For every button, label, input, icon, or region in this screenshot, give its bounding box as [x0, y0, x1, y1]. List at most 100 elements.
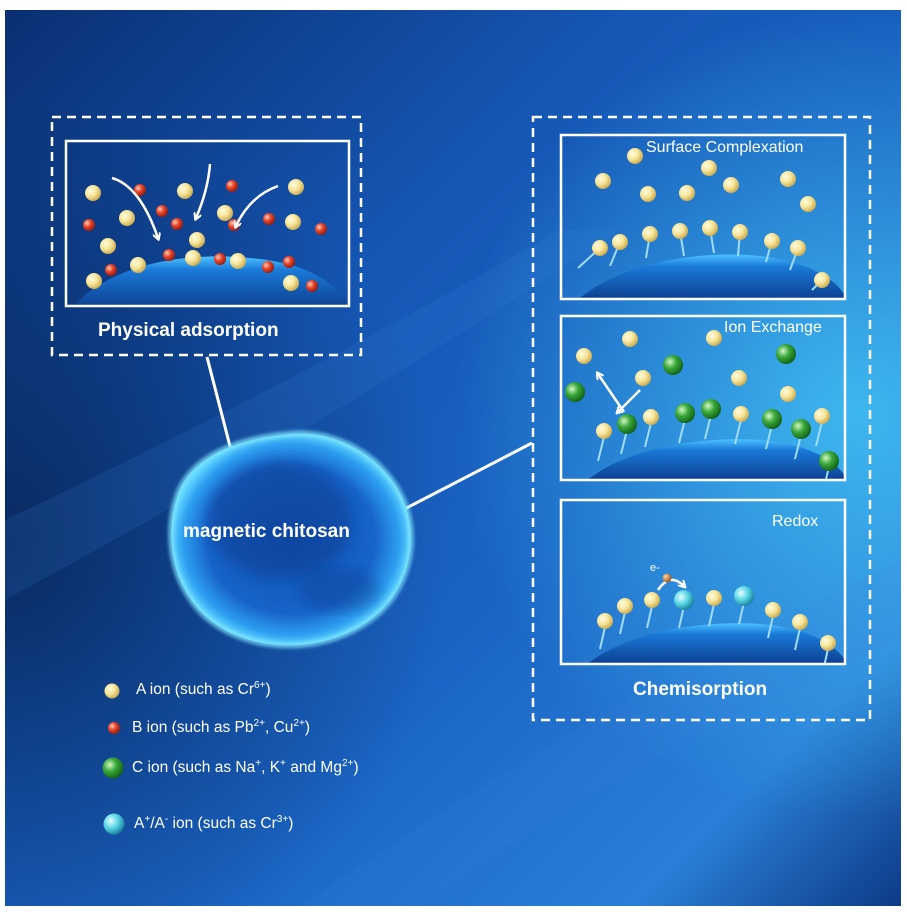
a-ion [596, 423, 612, 439]
a-ion [642, 226, 658, 242]
adsorption-arrow [236, 184, 279, 226]
exchange-arrow-in [618, 389, 641, 412]
a-ion [706, 330, 722, 346]
physical-adsorption-panel [64, 139, 351, 308]
surface-complexation-label: Surface Complexation [646, 139, 804, 156]
c-ion [565, 382, 585, 402]
a-ion [732, 224, 748, 240]
a-ion [100, 238, 116, 254]
legend-swatch-a-ion [104, 683, 120, 699]
b-ion [156, 205, 168, 217]
binding-site [704, 414, 712, 440]
a-ion [217, 205, 233, 221]
a-ion [790, 240, 806, 256]
a-ion [622, 331, 638, 347]
c-ion [776, 344, 796, 364]
binding-site [815, 421, 823, 447]
a-ion [288, 179, 304, 195]
electron-label: e- [650, 562, 660, 574]
c-ion [617, 414, 637, 434]
binding-site [599, 626, 606, 650]
b-ion [105, 264, 117, 276]
b-ion [214, 253, 226, 265]
a-ion [672, 223, 688, 239]
b-ion [134, 184, 146, 196]
a-ion [792, 614, 808, 630]
binding-site [678, 418, 686, 444]
legend-a-ion: A ion (such as Cr6+) [136, 679, 271, 698]
a-ion [189, 232, 205, 248]
a-ion [814, 272, 830, 288]
a-ion [612, 234, 628, 250]
legend-b-ion: B ion (such as Pb2+, Cu2+) [132, 717, 311, 736]
surface-complexation-panel [559, 133, 847, 301]
binding-site [597, 436, 605, 462]
binding-site [644, 422, 652, 448]
binding-site [620, 429, 628, 455]
apm-ion [734, 586, 754, 606]
adsorbent-surface [587, 439, 845, 480]
c-ion [663, 355, 683, 375]
a-ion [635, 370, 651, 386]
chemisorption-dashed-box [531, 115, 872, 722]
binding-site [767, 615, 774, 639]
a-ion [701, 160, 717, 176]
a-ion [285, 214, 301, 230]
adsorbent-surface [578, 254, 845, 299]
magnetic-chitosan-sphere [168, 430, 414, 649]
adsorption-arrow [111, 176, 158, 238]
b-ion [315, 223, 327, 235]
b-ion [262, 261, 274, 273]
connector-line [205, 356, 234, 455]
a-ion [820, 635, 836, 651]
legend-swatch-b-ion [108, 722, 120, 734]
b-ion [283, 256, 295, 268]
a-ion [643, 409, 659, 425]
a-ion [640, 186, 656, 202]
a-ion [702, 220, 718, 236]
c-ion [762, 409, 782, 429]
a-ion [706, 590, 722, 606]
a-ion [592, 240, 608, 256]
a-ion [679, 185, 695, 201]
b-ion [163, 249, 175, 261]
c-ion [675, 403, 695, 423]
adsorption-arrow [196, 163, 212, 218]
a-ion [731, 370, 747, 386]
a-ion [119, 210, 135, 226]
a-ion [644, 592, 660, 608]
magnetic-chitosan-label: magnetic chitosan [183, 521, 350, 542]
b-ion [263, 213, 275, 225]
a-ion [86, 273, 102, 289]
a-ion [177, 183, 193, 199]
legend-swatch-apm-ion [103, 813, 125, 835]
a-ion [595, 173, 611, 189]
ion-exchange-panel [559, 314, 847, 482]
a-ion [85, 185, 101, 201]
redox-label: Redox [772, 513, 819, 530]
a-ion [617, 598, 633, 614]
background-streak [5, 230, 620, 600]
a-ion [185, 250, 201, 266]
a-ion [800, 196, 816, 212]
a-ion [130, 257, 146, 273]
a-ion [230, 253, 246, 269]
b-ion [306, 280, 318, 292]
b-ion [171, 218, 183, 230]
a-ion [597, 613, 613, 629]
binding-site [794, 434, 802, 460]
c-ion [701, 399, 721, 419]
binding-site [823, 648, 829, 664]
c-ion [791, 419, 811, 439]
electron [662, 573, 672, 583]
binding-site [765, 424, 773, 450]
b-ion [83, 219, 95, 231]
a-ion [765, 602, 781, 618]
ion-exchange-label: Ion Exchange [724, 319, 822, 336]
a-ion [723, 177, 739, 193]
a-ion [814, 408, 830, 424]
apm-ion [674, 590, 694, 610]
legend-c-ion: C ion (such as Na+, K+ and Mg2+) [132, 757, 359, 776]
